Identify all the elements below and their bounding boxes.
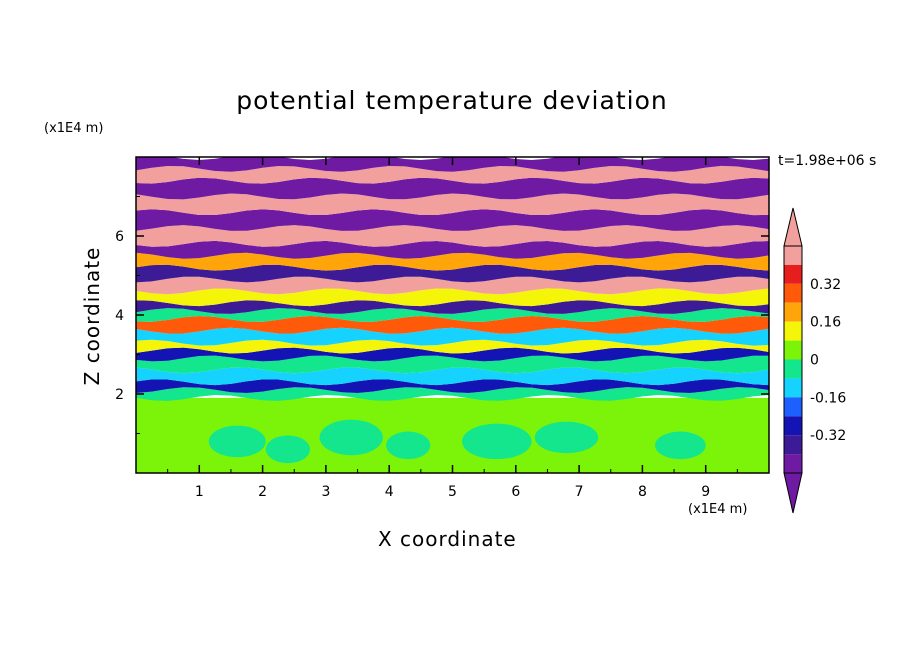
eddy-patch [265, 435, 311, 464]
colorbar-swatch [784, 264, 802, 284]
eddy-patch [319, 419, 383, 456]
colorbar-swatch [784, 378, 802, 398]
chart-title: potential temperature deviation [236, 86, 668, 115]
eddy-patch [386, 431, 431, 460]
colorbar-swatch [784, 321, 802, 341]
contour-bands [136, 157, 769, 473]
x-axis-label: X coordinate [378, 527, 517, 551]
colorbar-label: -0.32 [810, 428, 846, 444]
x-tick-label: 5 [448, 484, 457, 500]
contour-band [136, 347, 769, 362]
x-tick-label: 7 [575, 484, 584, 500]
contour-band [136, 367, 769, 386]
colorbar-swatch [784, 359, 802, 379]
colorbar-swatch [784, 340, 802, 360]
contour-band [136, 308, 769, 322]
z-tick-label: 6 [115, 229, 124, 245]
contour-band [136, 355, 769, 374]
x-tick-label: 6 [511, 484, 520, 500]
contour-band [136, 240, 769, 259]
contour-band [136, 327, 769, 346]
contour-band [136, 316, 769, 334]
x-tick-label: 1 [195, 484, 204, 500]
contour-band [136, 300, 769, 314]
x-tick-label: 3 [321, 484, 330, 500]
z-tick-label: 4 [115, 308, 124, 324]
x-axis-unit: (x1E4 m) [688, 502, 748, 517]
contour-band [136, 379, 769, 393]
colorbar-extend-high [783, 207, 803, 247]
eddy-patch [655, 431, 706, 460]
x-axis-ticks: 1 2 3 4 5 6 7 8 9 [167, 157, 738, 500]
colorbar-swatch [784, 283, 802, 303]
eddy-patch [461, 423, 532, 460]
contour-band [136, 339, 769, 354]
x-tick-label: 4 [385, 484, 394, 500]
eddy-patch [208, 425, 266, 458]
colorbar-swatch [784, 435, 802, 455]
contour-band [136, 193, 769, 216]
x-tick-label: 8 [638, 484, 647, 500]
x-tick-label: 2 [258, 484, 267, 500]
colorbar-swatch [784, 246, 802, 265]
colorbar-swatch [784, 416, 802, 436]
z-axis-ticks: 2 4 6 [115, 196, 769, 434]
colorbar: 0.32 0.16 0 -0.16 -0.32 [783, 207, 846, 514]
z-tick-label: 2 [115, 387, 124, 403]
colorbar-swatch [784, 397, 802, 417]
colorbar-label: 0.16 [810, 315, 841, 331]
z-axis-unit: (x1E4 m) [44, 121, 104, 136]
colorbar-label: -0.16 [810, 390, 846, 406]
contour-band [136, 177, 769, 200]
time-label: t=1.98e+06 s [778, 153, 877, 169]
colorbar-label: 0 [810, 353, 819, 369]
colorbar-swatch [784, 454, 802, 473]
contour-band [136, 264, 769, 283]
contour-band [136, 387, 769, 401]
contour-band [136, 225, 769, 247]
colorbar-swatch [784, 302, 802, 322]
colorbar-label: 0.32 [810, 277, 841, 293]
x-tick-label: 9 [701, 484, 710, 500]
colorbar-frame [783, 245, 803, 474]
contour-band [136, 276, 769, 295]
contour-band [136, 209, 769, 231]
eddy-patch [534, 421, 599, 454]
colorbar-extend-low [783, 472, 803, 514]
contour-band [136, 252, 769, 271]
contour-band [136, 288, 769, 307]
contour-band [136, 165, 769, 184]
